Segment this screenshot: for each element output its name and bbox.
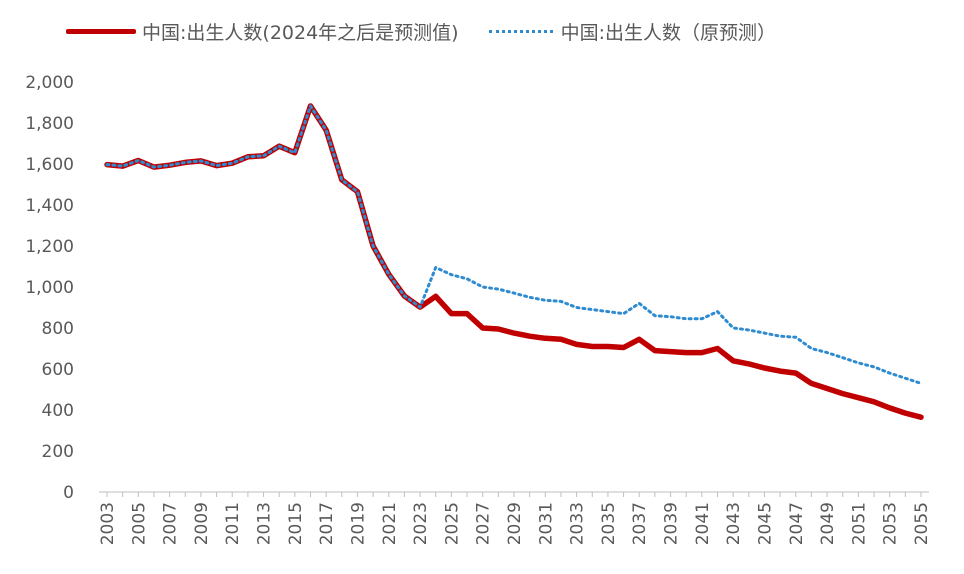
series-line-1 [105,104,923,385]
x-tick-label: 2033 [568,502,588,545]
x-tick-label: 2009 [192,502,212,545]
y-tick-label: 200 [42,442,74,462]
x-tick-label: 2027 [474,502,494,545]
legend-label-forecast: 中国:出生人数(2024年之后是预测值) [142,22,459,44]
x-tick-label: 2023 [411,502,431,545]
y-tick-label: 0 [63,483,74,503]
series-line-0 [104,103,924,420]
y-tick-label: 400 [42,401,74,421]
x-tick-label: 2035 [599,502,619,545]
legend-label-original: 中国:出生人数（原预测） [560,22,776,44]
x-tick-label: 2049 [818,502,838,545]
x-tick-label: 2019 [348,502,368,545]
y-tick-label: 2,000 [25,73,74,93]
x-tick-label: 2011 [223,502,243,545]
y-tick-label: 1,400 [25,196,74,216]
y-tick-label: 600 [42,360,74,380]
x-tick-label: 2047 [787,502,807,545]
y-tick-label: 1,600 [25,155,74,175]
x-tick-label: 2007 [161,502,181,545]
x-tick-label: 2045 [755,502,775,545]
x-tick-label: 2043 [724,502,744,545]
y-tick-label: 1,200 [25,237,74,257]
y-tick-label: 1,800 [25,114,74,134]
x-tick-label: 2005 [129,502,149,545]
y-tick-label: 1,000 [25,278,74,298]
legend-swatch-original [488,30,553,33]
x-tick-label: 2015 [286,502,306,545]
x-tick-label: 2051 [849,502,869,545]
x-tick-label: 2003 [98,502,118,545]
x-tick-label: 2039 [662,502,682,545]
x-tick-label: 2053 [881,502,901,545]
x-tick-label: 2017 [317,502,337,545]
x-tick-label: 2031 [536,502,556,545]
x-tick-label: 2037 [630,502,650,545]
legend: 中国:出生人数(2024年之后是预测值) 中国:出生人数（原预测） [66,18,776,45]
x-tick-label: 2041 [693,502,713,545]
x-tick-label: 2013 [255,502,275,545]
x-tick-label: 2025 [442,502,462,545]
y-tick-label: 800 [42,319,74,339]
x-tick-label: 2021 [380,502,400,545]
legend-swatch-forecast [66,29,136,34]
x-tick-label: 2055 [912,502,932,545]
x-tick-label: 2029 [505,502,525,545]
